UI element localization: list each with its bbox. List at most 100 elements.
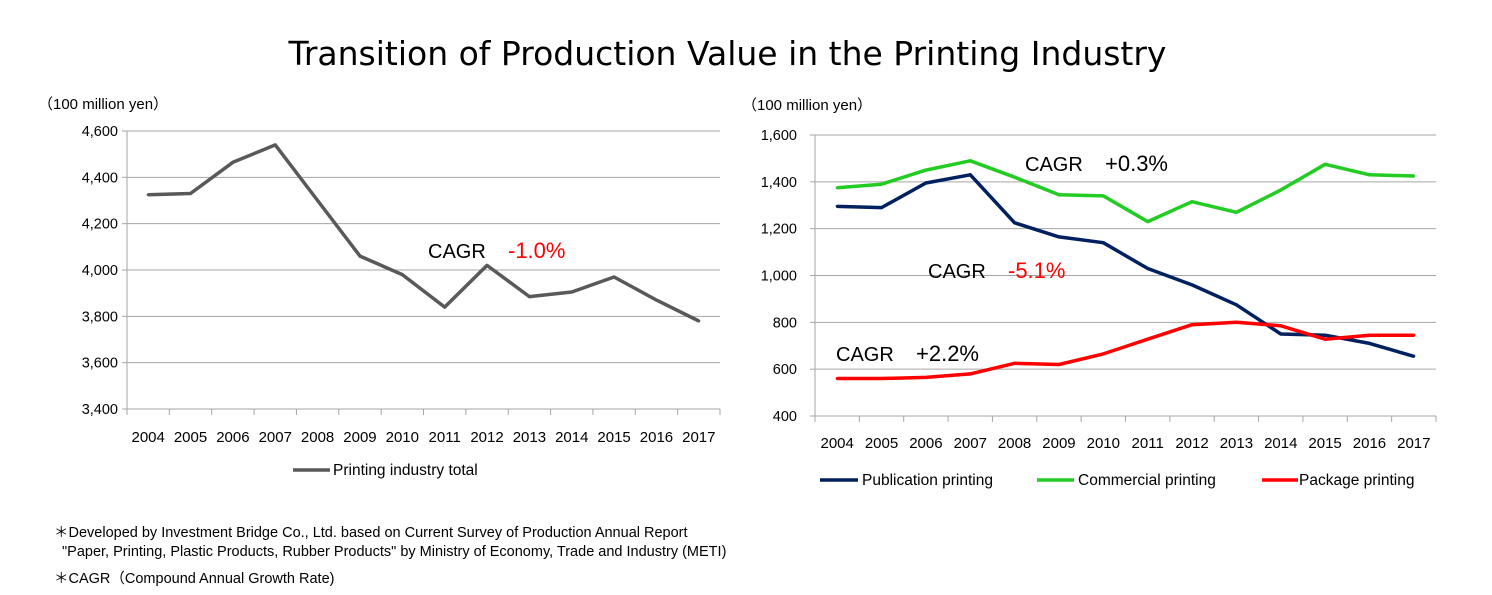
series-line-1: [837, 173, 1415, 358]
data-point: [1101, 194, 1105, 198]
data-point: [1234, 303, 1238, 307]
data-point: [1279, 332, 1283, 336]
y-tick-label: 4,200: [82, 217, 118, 233]
y-tick-label: 400: [773, 409, 797, 425]
data-point: [1412, 174, 1416, 178]
x-tick-label: 2004: [131, 429, 164, 446]
data-point: [968, 372, 972, 376]
legend-label: Printing industry total: [333, 462, 478, 479]
legend-label: Commercial printing: [1078, 472, 1216, 489]
x-tick-label: 2008: [998, 435, 1031, 452]
data-point: [527, 295, 531, 299]
data-point: [231, 160, 235, 164]
cagr-label: CAGR: [928, 261, 986, 283]
x-tick-label: 2009: [1042, 435, 1075, 452]
x-tick-label: 2016: [1353, 435, 1386, 452]
data-point: [358, 254, 362, 258]
data-point: [1146, 266, 1150, 270]
data-point: [968, 159, 972, 163]
data-point: [835, 186, 839, 190]
data-point: [880, 206, 884, 210]
y-tick-label: 4,000: [82, 263, 118, 279]
data-point: [924, 375, 928, 379]
footnote-cagr: ＊CAGR（Compound Annual Growth Rate): [54, 571, 335, 587]
y-tick-label: 1,200: [761, 222, 797, 238]
y-axis-unit-label: （100 million yen）: [38, 96, 168, 113]
data-point: [485, 263, 489, 267]
data-point: [697, 319, 701, 323]
x-tick-label: 2009: [343, 429, 376, 446]
data-point: [612, 275, 616, 279]
data-point: [880, 182, 884, 186]
data-point: [400, 273, 404, 277]
footnote-source-title: "Paper, Printing, Plastic Products, Rubb…: [62, 544, 727, 560]
data-point: [189, 192, 193, 196]
data-point: [1057, 362, 1061, 366]
data-point: [1013, 221, 1017, 225]
x-tick-label: 2004: [820, 435, 853, 452]
chart-1: （100 million yen） 3,400 3,600 3,800 4,000 4,2…: [38, 96, 721, 479]
data-point: [1190, 200, 1194, 204]
data-point: [1190, 323, 1194, 327]
data-point: [146, 193, 150, 197]
data-point: [1146, 337, 1150, 341]
cagr-value: +0.3%: [1105, 151, 1168, 176]
x-tick-label: 2007: [954, 435, 987, 452]
x-tick-label: 2013: [1220, 435, 1253, 452]
data-point: [1101, 241, 1105, 245]
data-point: [1234, 210, 1238, 214]
data-point: [1367, 173, 1371, 177]
y-tick-label: 3,800: [82, 309, 118, 325]
data-point: [924, 168, 928, 172]
x-tick-label: 2015: [1308, 435, 1341, 452]
y-tick-label: 4,600: [82, 124, 118, 140]
series-line-2: [837, 159, 1414, 224]
data-point: [1057, 235, 1061, 239]
data-point: [316, 199, 320, 202]
series-line-3: [837, 320, 1414, 381]
x-tick-label: 2010: [386, 429, 419, 446]
data-point: [1323, 333, 1327, 337]
data-point: [1367, 341, 1371, 345]
cagr-value: +2.2%: [916, 341, 979, 366]
data-point: [1234, 320, 1238, 324]
x-tick-label: 2010: [1087, 435, 1120, 452]
series-line-1: [148, 143, 700, 323]
x-tick-label: 2011: [1132, 435, 1164, 452]
data-point: [654, 298, 658, 302]
data-point: [1323, 162, 1327, 166]
data-point: [1190, 283, 1194, 287]
x-tick-label: 2017: [1397, 435, 1430, 452]
data-point: [1412, 354, 1416, 358]
y-tick-label: 3,400: [82, 402, 118, 418]
x-tick-label: 2005: [865, 435, 898, 452]
legend-label: Publication printing: [862, 472, 993, 489]
data-point: [443, 305, 447, 309]
x-tick-label: 2008: [301, 429, 334, 446]
x-tick-label: 2014: [1264, 435, 1297, 452]
y-tick-label: 1,600: [761, 128, 797, 144]
x-tick-label: 2011: [429, 429, 461, 446]
data-point: [570, 290, 574, 294]
cagr-label: CAGR: [836, 344, 894, 366]
x-tick-label: 2012: [1175, 435, 1208, 452]
data-point: [835, 377, 839, 381]
data-point: [273, 143, 277, 147]
data-point: [1367, 333, 1371, 337]
x-tick-label: 2016: [640, 429, 673, 446]
cagr-value: -1.0%: [508, 238, 565, 263]
data-point: [1013, 361, 1017, 365]
data-point: [1412, 333, 1416, 337]
y-axis-unit-label: （100 million yen）: [742, 97, 872, 114]
x-tick-label: 2015: [597, 429, 630, 446]
data-point: [1146, 220, 1150, 224]
x-tick-label: 2006: [909, 435, 942, 452]
data-point: [835, 204, 839, 208]
data-point: [968, 173, 972, 177]
legend-label: Package printing: [1299, 472, 1414, 489]
data-point: [1013, 175, 1017, 179]
data-point: [1101, 352, 1105, 356]
data-point: [880, 377, 884, 381]
y-tick-label: 3,600: [82, 356, 118, 372]
